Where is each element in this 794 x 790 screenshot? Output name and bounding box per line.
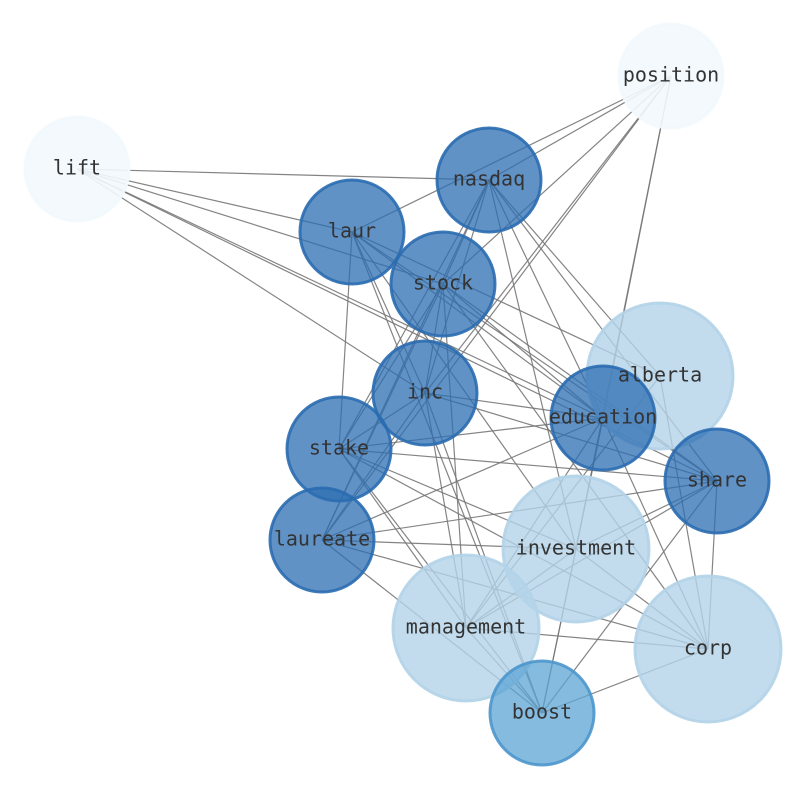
node-label: laureate [274,527,370,551]
node [633,574,783,724]
node-label: management [406,615,526,639]
node-label: inc [407,380,443,404]
edge [442,283,709,650]
node-label: boost [512,700,572,724]
node [488,659,596,767]
node [389,230,497,338]
node-label: share [687,468,747,492]
node-label: investment [516,536,636,560]
node-label: lift [53,156,101,180]
node-label: nasdaq [453,167,525,191]
node [371,339,479,447]
node-label: stock [413,271,473,295]
edge [76,168,604,419]
node [268,486,376,594]
edge [424,75,672,394]
node-label: education [549,405,657,429]
node [549,364,657,472]
edge [76,168,426,394]
node [663,427,771,535]
node [617,22,725,130]
node [298,178,406,286]
node [23,115,131,223]
node [435,126,543,234]
edge [76,168,490,181]
node [501,474,651,624]
node-label: laur [328,219,376,243]
nodes: position lift nasdaq laur stock alberta inc edu… [23,22,783,767]
node-label: position [623,63,719,87]
node-label: alberta [618,363,702,387]
node-label: corp [684,636,732,660]
node-label: stake [309,436,369,460]
node [391,553,541,703]
edge [338,448,718,482]
